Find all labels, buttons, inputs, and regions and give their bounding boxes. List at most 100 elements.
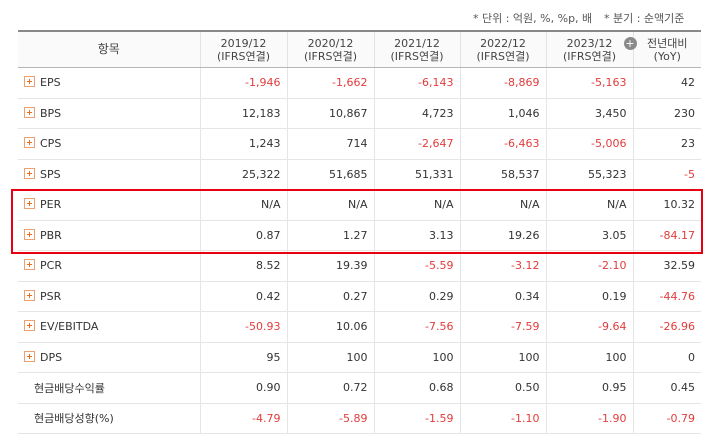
value-cell: 0.68 xyxy=(373,372,460,404)
value-cell: 0.42 xyxy=(199,281,287,312)
table-row: EPS -1,946 -1,662 -6,143 -8,869 -5,163 42 xyxy=(18,67,701,99)
plus-square-icon[interactable] xyxy=(24,320,35,332)
row-label: 현금배당수익률 xyxy=(34,381,105,395)
row-label: DPS xyxy=(40,350,63,364)
value-cell: 100 xyxy=(373,342,460,373)
value-cell: 714 xyxy=(286,128,374,160)
value-cell: -6,143 xyxy=(373,67,460,99)
row-label-cell[interactable]: PSR xyxy=(18,281,200,312)
table-header-row: 항목 2019/12 (IFRS연결) 2020/12 (IFRS연결) 2021/… xyxy=(18,30,701,68)
value-cell: -5.59 xyxy=(373,250,460,282)
header-year-2020: 2020/12 (IFRS연결) xyxy=(286,30,374,68)
plus-square-icon[interactable] xyxy=(24,198,35,210)
plus-square-icon[interactable] xyxy=(24,76,35,88)
value-cell: 1.27 xyxy=(286,220,374,251)
row-label-cell[interactable]: CPS xyxy=(18,128,200,160)
value-cell: 12,183 xyxy=(199,98,287,129)
value-cell: N/A xyxy=(545,189,633,221)
value-cell: 0.50 xyxy=(459,372,546,404)
plus-square-icon[interactable] xyxy=(24,228,35,240)
value-cell: 19.26 xyxy=(459,220,546,251)
plus-square-icon[interactable] xyxy=(24,106,35,118)
table-row: CPS 1,243 714 -2,647 -6,463 -5,006 23 xyxy=(18,128,701,160)
value-cell: -4.79 xyxy=(199,403,287,434)
value-cell: 0.87 xyxy=(199,220,287,251)
row-label-cell[interactable]: PBR xyxy=(18,220,200,251)
value-cell: 1,243 xyxy=(199,128,287,160)
value-cell: 0.95 xyxy=(545,372,633,404)
value-cell: -7.59 xyxy=(459,311,546,343)
row-label-cell[interactable]: SPS xyxy=(18,159,200,190)
table-row: PCR 8.52 19.39 -5.59 -3.12 -2.10 32.59 xyxy=(18,250,701,282)
value-cell: 100 xyxy=(459,342,546,373)
table-row: PER N/A N/A N/A N/A N/A 10.32 xyxy=(18,189,701,221)
header-year-2019: 2019/12 (IFRS연결) xyxy=(199,30,287,68)
value-cell: -2,647 xyxy=(373,128,460,160)
plus-square-icon[interactable] xyxy=(24,167,35,179)
value-cell: -5 xyxy=(632,159,701,190)
plus-square-icon[interactable] xyxy=(24,259,35,271)
row-label-cell: 현금배당성향(%) xyxy=(18,403,200,434)
value-cell: 0.72 xyxy=(286,372,374,404)
value-cell: N/A xyxy=(286,189,374,221)
row-label: 현금배당성향(%) xyxy=(34,412,114,426)
value-cell: 51,331 xyxy=(373,159,460,190)
row-label-cell[interactable]: DPS xyxy=(18,342,200,373)
period-note: * 분기 : 순액기준 xyxy=(604,12,685,25)
table-row: DPS 95 100 100 100 100 0 xyxy=(18,342,701,373)
financial-ratio-table: 항목 2019/12 (IFRS연결) 2020/12 (IFRS연결) 2021/… xyxy=(18,30,701,434)
value-cell: 0 xyxy=(632,342,701,373)
value-cell: -1,946 xyxy=(199,67,287,99)
row-label: PER xyxy=(40,198,62,212)
plus-circle-icon[interactable]: + xyxy=(623,37,637,50)
value-cell: -0.79 xyxy=(632,403,701,434)
table-row: EV/EBITDA -50.93 10.06 -7.56 -7.59 -9.64 -26.9… xyxy=(18,311,701,343)
value-cell: -8,869 xyxy=(459,67,546,99)
row-label-cell[interactable]: EV/EBITDA xyxy=(18,311,200,343)
row-label: BPS xyxy=(40,106,62,120)
value-cell: -1,662 xyxy=(286,67,374,99)
row-label-cell[interactable]: EPS xyxy=(18,67,200,99)
unit-note: * 단위 : 억원, %, %p, 배 xyxy=(473,12,593,25)
value-cell: 0.29 xyxy=(373,281,460,312)
header-item: 항목 xyxy=(18,30,200,68)
table-row: 현금배당수익률 0.90 0.72 0.68 0.50 0.95 0.45 xyxy=(18,372,701,404)
value-cell: -84.17 xyxy=(632,220,701,251)
value-cell: 55,323 xyxy=(545,159,633,190)
value-cell: 3.13 xyxy=(373,220,460,251)
value-cell: 100 xyxy=(286,342,374,373)
row-label: PBR xyxy=(40,228,62,242)
value-cell: 19.39 xyxy=(286,250,374,282)
row-label-cell[interactable]: PER xyxy=(18,189,200,221)
value-cell: 10.32 xyxy=(632,189,701,221)
value-cell: 0.34 xyxy=(459,281,546,312)
value-cell: 51,685 xyxy=(286,159,374,190)
value-cell: 0.90 xyxy=(199,372,287,404)
table-row: SPS 25,322 51,685 51,331 58,537 55,323 -5 xyxy=(18,159,701,190)
row-label-cell[interactable]: BPS xyxy=(18,98,200,129)
header-year-2023: 2023/12 (IFRS연결) + xyxy=(545,30,637,68)
value-cell: -7.56 xyxy=(373,311,460,343)
value-cell: 100 xyxy=(545,342,633,373)
value-cell: 10.06 xyxy=(286,311,374,343)
value-cell: N/A xyxy=(373,189,460,221)
row-label: EPS xyxy=(40,76,61,90)
plus-square-icon[interactable] xyxy=(24,350,35,362)
value-cell: 3.05 xyxy=(545,220,633,251)
value-cell: 0.27 xyxy=(286,281,374,312)
plus-square-icon[interactable] xyxy=(24,137,35,149)
value-cell: 0.19 xyxy=(545,281,633,312)
row-label-cell[interactable]: PCR xyxy=(18,250,200,282)
value-cell: 10,867 xyxy=(286,98,374,129)
value-cell: -44.76 xyxy=(632,281,701,312)
value-cell: 4,723 xyxy=(373,98,460,129)
plus-square-icon[interactable] xyxy=(24,289,35,301)
row-label: SPS xyxy=(40,167,61,181)
value-cell: -1.59 xyxy=(373,403,460,434)
value-cell: -5,006 xyxy=(545,128,633,160)
value-cell: N/A xyxy=(199,189,287,221)
value-cell: -5,163 xyxy=(545,67,633,99)
value-cell: 3,450 xyxy=(545,98,633,129)
row-label: CPS xyxy=(40,137,62,151)
row-label: EV/EBITDA xyxy=(40,320,99,334)
